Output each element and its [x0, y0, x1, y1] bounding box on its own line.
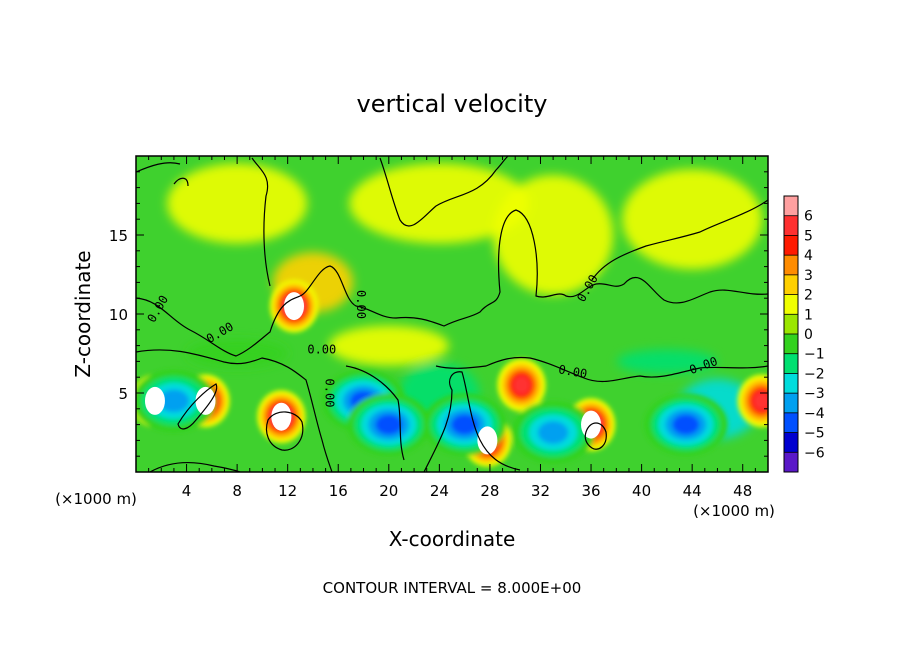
- field-region: [616, 349, 717, 374]
- x-tick-label: 16: [329, 482, 348, 500]
- x-tick-label: 40: [632, 482, 651, 500]
- x-tick-label: 4: [182, 482, 192, 500]
- updraft-core: [271, 402, 292, 431]
- contour-label: 0.00: [557, 362, 588, 381]
- downdraft-band: [672, 414, 700, 435]
- y-tick-label: 5: [118, 385, 128, 403]
- zero-contour-upper: [136, 209, 768, 357]
- field-region: [328, 325, 449, 366]
- colorbar-swatch: [784, 255, 798, 276]
- colorbar-label: 0: [804, 327, 813, 343]
- x-tick-label: 32: [531, 482, 550, 500]
- x-tick-label: 36: [581, 482, 600, 500]
- y-tick-label: 10: [109, 306, 128, 324]
- colorbar-label: 2: [804, 288, 813, 304]
- colorbar-label: −4: [804, 406, 825, 422]
- zero-contour-core-2: [584, 422, 607, 450]
- x-tick-label: 44: [683, 482, 702, 500]
- colorbar-label: −1: [804, 347, 825, 363]
- colorbar: 6 5 4 3 2 1 0 −1 −2 −3 −4 −5 −6: [783, 195, 825, 473]
- colorbar-swatch: [784, 432, 798, 453]
- tick-marks: [136, 156, 768, 472]
- colorbar-swatch: [784, 215, 798, 236]
- colorbar-swatch: [784, 314, 798, 335]
- updraft-band: [753, 391, 768, 411]
- contour-label: 0.00: [323, 379, 337, 408]
- field-region: [167, 163, 308, 244]
- colorbar-label: −5: [804, 426, 825, 442]
- contour-interval-note: CONTOUR INTERVAL = 8.000E+00: [323, 579, 582, 597]
- zero-contour-upper-left: [251, 156, 509, 287]
- chart-title: vertical velocity: [357, 90, 548, 118]
- updraft-core: [144, 386, 165, 415]
- zero-contours: [136, 156, 768, 472]
- colorbar-swatch: [784, 412, 798, 434]
- colorbar-swatch: [784, 373, 798, 394]
- colorbar-label: 3: [804, 268, 813, 284]
- zero-contour-lower-left: [149, 462, 241, 472]
- downdraft-band: [375, 414, 403, 435]
- contour-label: 0.00: [307, 343, 336, 357]
- colorbar-label: 4: [804, 248, 813, 264]
- zero-contour-core-3: [177, 383, 218, 430]
- zero-contour-core-1: [265, 411, 304, 451]
- x-tick-label: 20: [379, 482, 398, 500]
- colorbar-label: −3: [804, 386, 825, 402]
- updraft-core: [195, 386, 216, 415]
- x-tick-label: 28: [480, 482, 499, 500]
- colorbar-swatch: [784, 452, 798, 473]
- downdraft-band: [537, 421, 569, 444]
- x-units-right: (×1000 m): [693, 502, 775, 520]
- colorbar-label: −6: [804, 445, 825, 461]
- colorbar-swatch: [784, 353, 798, 374]
- zero-contour-topleft: [136, 162, 189, 187]
- field-region: [493, 175, 614, 295]
- x-tick-label: 12: [278, 482, 297, 500]
- zero-contour-lower: [136, 349, 768, 472]
- colorbar-swatch: [784, 393, 798, 414]
- colorbar-swatch: [784, 235, 798, 256]
- updraft-core: [477, 426, 498, 455]
- y-tick-label: 15: [109, 227, 128, 245]
- colorbar-swatch: [784, 334, 798, 355]
- y-axis-label: Z-coordinate: [71, 250, 95, 377]
- x-tick-label: 8: [232, 482, 242, 500]
- zero-contour-lower-mid: [423, 371, 521, 472]
- downdraft-band: [158, 389, 190, 413]
- x-axis-label: X-coordinate: [389, 527, 516, 551]
- x-tick-label: 24: [430, 482, 449, 500]
- contour-label: 0.00: [354, 290, 368, 319]
- colorbar-swatch: [784, 274, 798, 296]
- field-region: [622, 169, 763, 270]
- x-units-left: (×1000 m): [55, 490, 137, 508]
- colorbar-label: −2: [804, 366, 825, 382]
- downdraft-band: [451, 414, 479, 435]
- field-region: [187, 339, 288, 368]
- colorbar-swatch: [784, 294, 798, 315]
- plot-area: 0.000.000.000.000.000.000.00 0.00: [136, 156, 768, 472]
- colorbar-label: 6: [804, 209, 813, 225]
- updraft-core: [284, 292, 304, 321]
- colorbar-swatch: [784, 196, 798, 217]
- zero-contour-right: [591, 199, 768, 281]
- updraft-band: [513, 375, 530, 395]
- colorbar-label: 5: [804, 228, 813, 244]
- x-tick-label: 48: [733, 482, 752, 500]
- colorbar-label: 1: [804, 307, 813, 323]
